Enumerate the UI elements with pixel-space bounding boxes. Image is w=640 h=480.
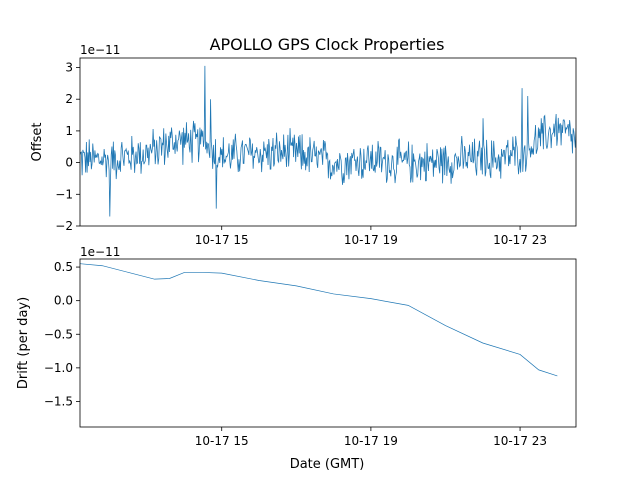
offset-ytick-label: −2 <box>55 219 73 233</box>
offset-line <box>80 65 576 217</box>
offset-ytick-label: 2 <box>65 92 73 106</box>
chart-title: APOLLO GPS Clock Properties <box>210 35 445 54</box>
drift-ylabel: Drift (per day) <box>16 297 31 389</box>
drift-axes-frame <box>79 258 577 428</box>
drift-xtick-label: 10-17 15 <box>195 434 249 448</box>
offset-ytick-label: −1 <box>55 187 73 201</box>
offset-x-ticks: 10-17 15 10-17 19 10-17 23 <box>195 226 547 247</box>
drift-x-ticks: 10-17 15 10-17 19 10-17 23 <box>195 427 547 448</box>
drift-series <box>80 263 558 377</box>
drift-scale-label: 1e−11 <box>80 245 120 259</box>
offset-ytick-label: 1 <box>65 124 73 138</box>
drift-xtick-label: 10-17 23 <box>493 434 547 448</box>
offset-axes-frame <box>79 57 577 227</box>
drift-ytick-label: −1.5 <box>44 394 73 408</box>
offset-y-ticks: −2 −1 0 1 2 3 <box>55 61 80 233</box>
offset-scale-label: 1e−11 <box>80 43 120 57</box>
drift-ytick-label: 0.0 <box>54 294 73 308</box>
drift-ytick-label: 0.5 <box>54 260 73 274</box>
offset-ytick-label: 3 <box>65 61 73 75</box>
offset-series <box>80 65 576 217</box>
offset-xtick-label: 10-17 15 <box>195 233 249 247</box>
drift-y-ticks: −1.5 −1.0 −0.5 0.0 0.5 <box>44 260 80 408</box>
offset-xtick-label: 10-17 23 <box>493 233 547 247</box>
drift-xtick-label: 10-17 19 <box>344 434 398 448</box>
drift-panel: 1e−11 Drift (per day) −1.5 −1.0 −0.5 0.0 0.5… <box>16 245 577 472</box>
drift-line <box>80 263 558 377</box>
offset-ytick-label: 0 <box>65 156 73 170</box>
drift-ytick-label: −1.0 <box>44 361 73 375</box>
drift-xlabel: Date (GMT) <box>290 457 365 472</box>
offset-xtick-label: 10-17 19 <box>344 233 398 247</box>
drift-ytick-label: −0.5 <box>44 327 73 341</box>
offset-ylabel: Offset <box>30 122 45 161</box>
